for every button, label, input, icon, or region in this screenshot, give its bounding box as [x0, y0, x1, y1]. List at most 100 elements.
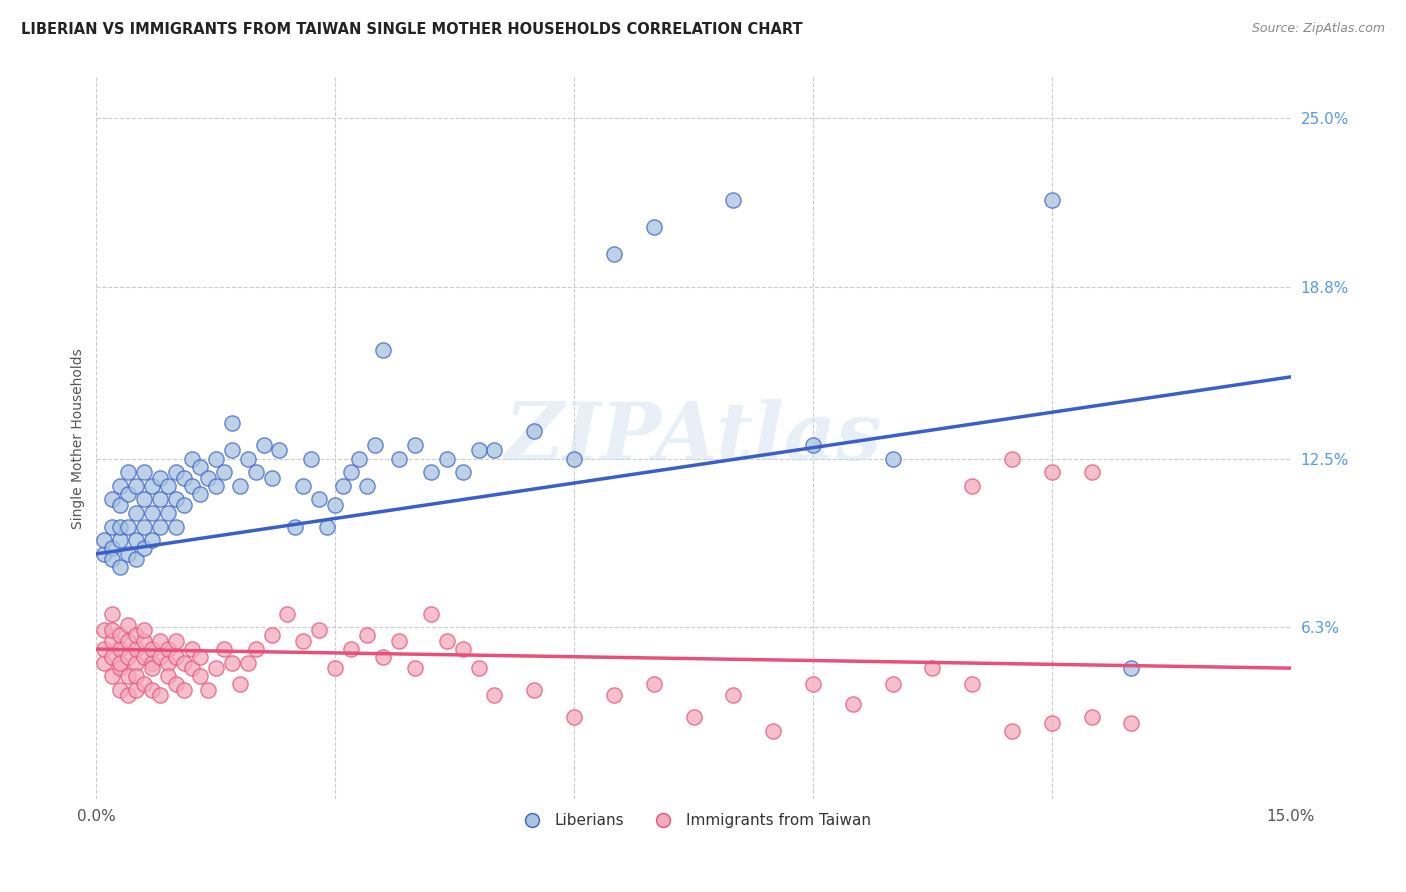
Point [134, 677, 156, 691]
Point [101, 607, 124, 621]
Point [212, 465, 235, 479]
Point [180, 661, 202, 675]
Point [1040, 715, 1063, 730]
Point [165, 492, 187, 507]
Point [960, 479, 983, 493]
Point [260, 628, 283, 642]
Point [180, 479, 202, 493]
Point [188, 669, 211, 683]
Point [228, 479, 250, 493]
Point [484, 689, 506, 703]
Text: Source: ZipAtlas.com: Source: ZipAtlas.com [1251, 22, 1385, 36]
Point [1121, 661, 1143, 675]
Point [221, 416, 243, 430]
Point [1001, 723, 1024, 738]
Point [180, 451, 202, 466]
Point [801, 438, 824, 452]
Point [204, 451, 226, 466]
Point [156, 479, 179, 493]
Point [165, 519, 187, 533]
Point [388, 451, 411, 466]
Point [204, 661, 226, 675]
Point [101, 634, 124, 648]
Point [323, 498, 346, 512]
Point [419, 465, 441, 479]
Point [149, 689, 172, 703]
Point [245, 642, 267, 657]
Point [110, 682, 132, 697]
Point [165, 650, 187, 665]
Point [173, 656, 195, 670]
Point [404, 661, 426, 675]
Point [101, 650, 124, 665]
Point [93, 547, 115, 561]
Point [723, 689, 745, 703]
Point [419, 607, 441, 621]
Point [101, 623, 124, 637]
Point [404, 438, 426, 452]
Point [101, 541, 124, 556]
Point [141, 479, 163, 493]
Text: ZIPAtlas: ZIPAtlas [505, 400, 882, 477]
Point [467, 661, 489, 675]
Point [110, 656, 132, 670]
Point [117, 650, 139, 665]
Point [371, 343, 394, 357]
Point [134, 541, 156, 556]
Point [134, 519, 156, 533]
Point [149, 634, 172, 648]
Point [1001, 451, 1024, 466]
Point [340, 642, 363, 657]
Point [188, 487, 211, 501]
Point [228, 677, 250, 691]
Point [197, 682, 219, 697]
Point [93, 623, 115, 637]
Point [173, 470, 195, 484]
Text: LIBERIAN VS IMMIGRANTS FROM TAIWAN SINGLE MOTHER HOUSEHOLDS CORRELATION CHART: LIBERIAN VS IMMIGRANTS FROM TAIWAN SINGL… [21, 22, 803, 37]
Point [134, 650, 156, 665]
Point [93, 533, 115, 548]
Point [562, 451, 585, 466]
Point [117, 465, 139, 479]
Point [110, 628, 132, 642]
Point [156, 642, 179, 657]
Point [436, 634, 458, 648]
Point [762, 723, 785, 738]
Point [149, 470, 172, 484]
Point [245, 465, 267, 479]
Point [125, 682, 148, 697]
Point [276, 607, 298, 621]
Point [523, 425, 546, 439]
Point [125, 533, 148, 548]
Point [308, 623, 330, 637]
Point [173, 682, 195, 697]
Point [204, 479, 226, 493]
Point [110, 533, 132, 548]
Point [451, 465, 474, 479]
Point [125, 506, 148, 520]
Point [292, 634, 315, 648]
Point [117, 689, 139, 703]
Point [101, 552, 124, 566]
Point [236, 451, 259, 466]
Point [110, 479, 132, 493]
Point [141, 533, 163, 548]
Point [101, 492, 124, 507]
Point [110, 642, 132, 657]
Point [236, 656, 259, 670]
Point [451, 642, 474, 657]
Point [134, 623, 156, 637]
Point [125, 479, 148, 493]
Point [260, 470, 283, 484]
Point [682, 710, 704, 724]
Point [125, 642, 148, 657]
Point [1121, 715, 1143, 730]
Point [436, 451, 458, 466]
Point [603, 689, 626, 703]
Point [165, 677, 187, 691]
Point [117, 487, 139, 501]
Point [1080, 710, 1102, 724]
Point [643, 220, 665, 235]
Point [1080, 465, 1102, 479]
Point [188, 650, 211, 665]
